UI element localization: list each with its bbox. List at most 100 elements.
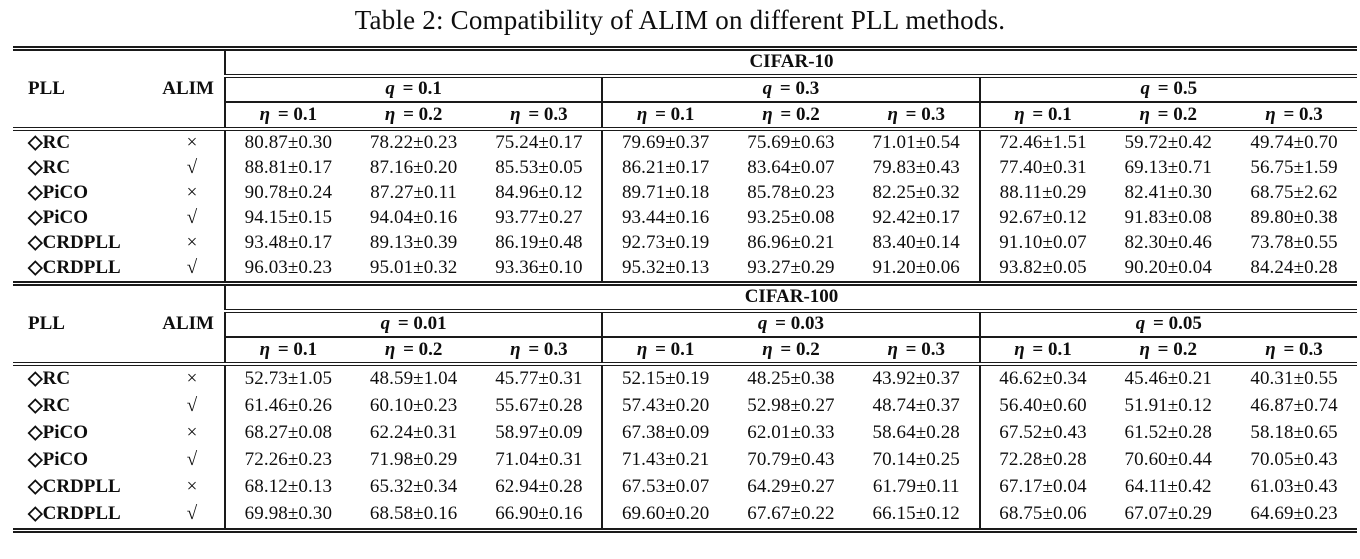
math-var: η: [636, 338, 648, 360]
accuracy-value: 94.15±0.15: [244, 207, 333, 229]
accuracy-value: 70.79±0.43: [747, 449, 835, 471]
accuracy-value: 75.24±0.17: [495, 132, 583, 154]
accuracy-value: 70.14±0.25: [872, 449, 960, 471]
eta-header: η = 0.2: [1105, 102, 1232, 131]
cross-mark-icon: ×: [160, 420, 226, 447]
check-mark-icon: √: [160, 393, 226, 420]
check-mark-icon: √: [160, 501, 226, 533]
accuracy-value: 93.77±0.27: [495, 207, 583, 229]
eta-header: η = 0.3: [853, 102, 980, 131]
accuracy-value: 72.46±1.51: [978, 129, 1106, 156]
cross-mark-icon: ×: [160, 129, 226, 156]
math-var: η: [1265, 338, 1276, 360]
accuracy-value: 61.52±0.28: [1124, 422, 1212, 444]
eta-header: η = 0.1: [978, 337, 1106, 366]
accuracy-value: 57.43±0.20: [601, 393, 729, 420]
math-var: q: [380, 313, 391, 335]
accuracy-value: 84.96±0.12: [495, 182, 583, 204]
accuracy-value: 72.26±0.23: [244, 449, 333, 471]
column-header-pll: PLL: [13, 281, 160, 366]
eta-header: η = 0.2: [350, 102, 477, 131]
eta-header: η = 0.1: [978, 102, 1106, 131]
accuracy-value: 60.10±0.23: [369, 395, 458, 417]
accuracy-value: 48.59±1.04: [369, 368, 458, 390]
accuracy-value: 71.01±0.54: [872, 132, 960, 154]
math-var: q: [757, 313, 768, 335]
accuracy-value: 58.97±0.09: [495, 422, 583, 444]
accuracy-value: 48.25±0.38: [747, 368, 835, 390]
eta-header: η = 0.3: [1231, 102, 1357, 131]
accuracy-value: 61.03±0.43: [1250, 476, 1338, 498]
math-var: η: [384, 103, 396, 125]
accuracy-value: 92.42±0.17: [872, 207, 960, 229]
math-var: η: [510, 338, 521, 360]
pll-method-label: ◇RC: [28, 368, 71, 390]
q-header: q = 0.01: [225, 311, 603, 338]
eta-header: η = 0.1: [225, 102, 351, 131]
accuracy-value: 87.16±0.20: [369, 157, 458, 179]
accuracy-value: 75.69±0.63: [747, 132, 835, 154]
accuracy-value: 91.20±0.06: [872, 257, 960, 279]
accuracy-value: 62.94±0.28: [495, 476, 583, 498]
eta-header: η = 0.1: [601, 102, 729, 131]
accuracy-value: 86.19±0.48: [495, 232, 583, 254]
pll-method-label: ◇CRDPLL: [13, 501, 160, 533]
accuracy-value: 67.52±0.43: [978, 420, 1106, 447]
accuracy-value: 82.30±0.46: [1124, 232, 1212, 254]
pll-method-label: ◇CRDPLL: [28, 476, 121, 498]
accuracy-value: 71.43±0.21: [601, 447, 729, 474]
math-var: q: [1135, 313, 1146, 335]
accuracy-value: 70.60±0.44: [1124, 449, 1212, 471]
accuracy-value: 69.60±0.20: [601, 501, 729, 533]
eta-header: η = 0.3: [476, 337, 603, 366]
pll-method-label: ◇CRDPLL: [28, 257, 121, 279]
check-mark-icon: √: [160, 206, 226, 231]
accuracy-value: 88.11±0.29: [978, 181, 1106, 206]
accuracy-value: 88.81±0.17: [244, 157, 333, 179]
accuracy-value: 71.04±0.31: [495, 449, 583, 471]
math-var: q: [1140, 78, 1151, 100]
accuracy-value: 85.53±0.05: [495, 157, 583, 179]
accuracy-value: 93.25±0.08: [747, 207, 835, 229]
pll-method-label: ◇RC: [28, 395, 71, 417]
cross-mark-icon: ×: [160, 231, 226, 256]
accuracy-value: 45.46±0.21: [1124, 368, 1212, 390]
cross-mark-icon: ×: [160, 181, 226, 206]
accuracy-value: 94.04±0.16: [369, 207, 458, 229]
math-var: η: [510, 103, 521, 125]
table-container: PLL ALIM CIFAR-10 q = 0.1 q = 0.3 q = 0.5 η = …: [13, 46, 1357, 533]
eta-header: η = 0.3: [476, 102, 603, 131]
pll-method-label: ◇PiCO: [28, 182, 88, 204]
column-header-alim: ALIM: [160, 46, 226, 131]
check-mark-icon: √: [160, 256, 226, 284]
pll-method-label: ◇PiCO: [28, 207, 88, 229]
math-var: η: [1139, 338, 1150, 360]
table-row: ◇CRDPLL × 93.48±0.17 89.13±0.39 86.19±0.48 92…: [13, 231, 1357, 256]
pll-method-label: ◇CRDPLL: [28, 232, 121, 254]
accuracy-value: 58.64±0.28: [872, 422, 960, 444]
table-caption: Table 2: Compatibility of ALIM on differ…: [354, 5, 1006, 35]
accuracy-value: 55.67±0.28: [495, 395, 583, 417]
accuracy-value: 92.67±0.12: [978, 206, 1106, 231]
math-var: η: [1014, 338, 1025, 360]
q-header: q = 0.05: [978, 311, 1357, 338]
accuracy-value: 56.40±0.60: [978, 393, 1106, 420]
accuracy-value: 89.71±0.18: [601, 181, 729, 206]
accuracy-value: 65.32±0.34: [369, 476, 458, 498]
accuracy-value: 71.98±0.29: [369, 449, 458, 471]
accuracy-value: 56.75±1.59: [1250, 157, 1338, 179]
pll-method-label: ◇PiCO: [28, 449, 88, 471]
accuracy-value: 67.53±0.07: [601, 474, 729, 501]
math-var: η: [384, 338, 396, 360]
table-row: ◇CRDPLL × 68.12±0.13 65.32±0.34 62.94±0.28 67…: [13, 474, 1357, 501]
accuracy-value: 77.40±0.31: [978, 156, 1106, 181]
table-row: ◇RC × 80.87±0.30 78.22±0.23 75.24±0.17 79.69±…: [13, 129, 1357, 156]
accuracy-value: 87.27±0.11: [370, 182, 458, 204]
accuracy-value: 61.46±0.26: [244, 395, 333, 417]
eta-header: η = 0.3: [853, 337, 980, 366]
eta-header: η = 0.2: [1105, 337, 1232, 366]
accuracy-value: 49.74±0.70: [1250, 132, 1338, 154]
accuracy-value: 91.10±0.07: [978, 231, 1106, 256]
table-row: ◇PiCO √ 72.26±0.23 71.98±0.29 71.04±0.31 71.4…: [13, 447, 1357, 474]
accuracy-value: 52.73±1.05: [244, 368, 333, 390]
